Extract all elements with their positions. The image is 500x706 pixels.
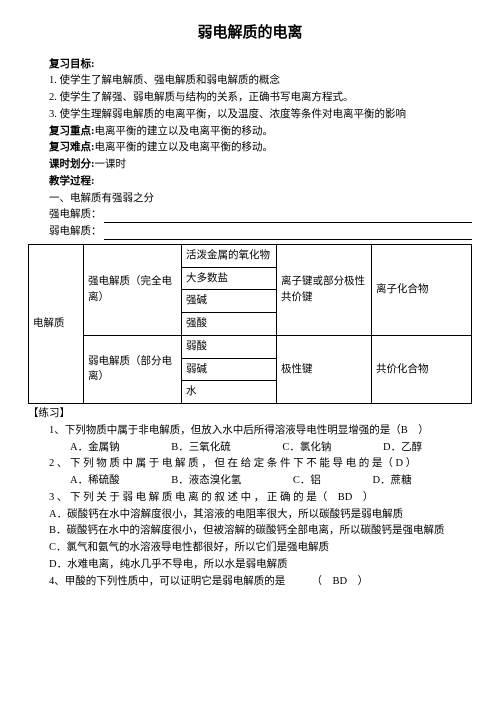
cell-covalent: 共价化合物 [372,335,472,403]
electrolyte-table: 电解质 强电解质（完全电离） 活泼金属的氧化物 离子键或部分极性共价键 离子化合… [28,244,472,404]
q3: 3 、 下 列 关 于 弱 电 解 质 电 离 的 叙 述 中 ， 正 确 的 … [28,490,472,506]
keshi-text: 一课时 [95,159,127,170]
fuxi-nd-label: 复习难点: [49,142,95,153]
ruo-fill [104,228,473,240]
q2-opts: A．稀硫酸 B．液态溴化氢 C．铝 D．蔗糖 [28,473,472,489]
q3d: D．水难电离，纯水几乎不导电，所以水是弱电解质 [28,557,472,573]
q2a: A．稀硫酸 [49,473,120,489]
q1c: C．氯化钠 [261,440,331,456]
cell-weak: 弱电解质（部分电离） [84,335,182,403]
cell-dianjiezhi: 电解质 [29,244,84,403]
cell-w2: 弱碱 [182,358,277,381]
ruo-label: 弱电解质： [49,224,102,240]
mubiao-1: 1. 使学生了解电解质、强电解质和弱电解质的概念 [28,73,472,89]
q3a: A．碳酸钙在水中溶解度很小，其溶液的电阻率很大，所以碳酸钙是弱电解质 [28,507,472,523]
practice-head: 【练习】 [28,406,472,422]
q4: 4、甲酸的下列性质中，可以证明它是弱电解质的是 （ BD ） [28,574,472,590]
fuxi-zd-label: 复习重点: [49,126,95,137]
q1d: D．乙醇 [362,440,422,456]
yi-line: 一、电解质有强弱之分 [28,191,472,207]
cell-w1: 弱酸 [182,335,277,358]
mubiao-3: 3. 使学生理解弱电解质的电离平衡，以及温度、浓度等条件对电离平衡的影响 [28,107,472,123]
fuxi-zd-text: 电离平衡的建立以及电离平衡的移动。 [95,126,274,137]
q2: 2 、 下 列 物 质 中 属 于 电 解 质 ， 但 在 给 定 条 件 下 … [28,456,472,472]
q1a: A．金属钠 [49,440,120,456]
cell-strong: 强电解质（完全电离） [84,244,182,335]
cell-s2: 大多数盐 [182,267,277,290]
qiang-label: 强电解质： [49,207,102,223]
q1-opts: A．金属钠 B．三氧化硫 C．氯化钠 D．乙醇 [28,440,472,456]
fuxi-zd: 复习重点:电离平衡的建立以及电离平衡的移动。 [28,124,472,140]
q2d: D．蔗糖 [352,473,412,489]
q1b: B．三氧化硫 [150,440,231,456]
mubiao-2: 2. 使学生了解强、弱电解质与结构的关系，正确书写电离方程式。 [28,90,472,106]
q3b: B．碳酸钙在水中的溶解度很小，但被溶解的碳酸钙全部电离，所以碳酸钙是强电解质 [28,523,472,539]
qiang-fill [104,211,473,223]
cell-s4: 强酸 [182,313,277,336]
cell-w3: 水 [182,381,277,404]
ruo-line: 弱电解质： [49,224,472,240]
jiaoxue-head: 教学过程: [28,174,472,190]
cell-s1: 活泼金属的氧化物 [182,244,277,267]
fuxi-nd: 复习难点:电离平衡的建立以及电离平衡的移动。 [28,140,472,156]
q2b: B．液态溴化氢 [150,473,241,489]
fuxi-mubiao-head: 复习目标: [28,57,472,73]
cell-bond1: 离子键或部分极性共价键 [277,244,372,335]
q1: 1、下列物质中属于非电解质，但放入水中后所得溶液导电性明显增强的是（B ） [28,423,472,439]
cell-s3: 强碱 [182,290,277,313]
cell-ionic: 离子化合物 [372,244,472,335]
fuxi-nd-text: 电离平衡的建立以及电离平衡的移动。 [95,142,274,153]
cell-bond2: 极性键 [277,335,372,403]
q3c: C．氯气和氨气的水溶液导电性都很好，所以它们是强电解质 [28,540,472,556]
keshi-label: 课时划分: [49,159,95,170]
qiang-line: 强电解质： [49,207,472,223]
page-title: 弱电解质的电离 [28,22,472,45]
keshi: 课时划分:一课时 [28,157,472,173]
q2c: C．铝 [272,473,321,489]
